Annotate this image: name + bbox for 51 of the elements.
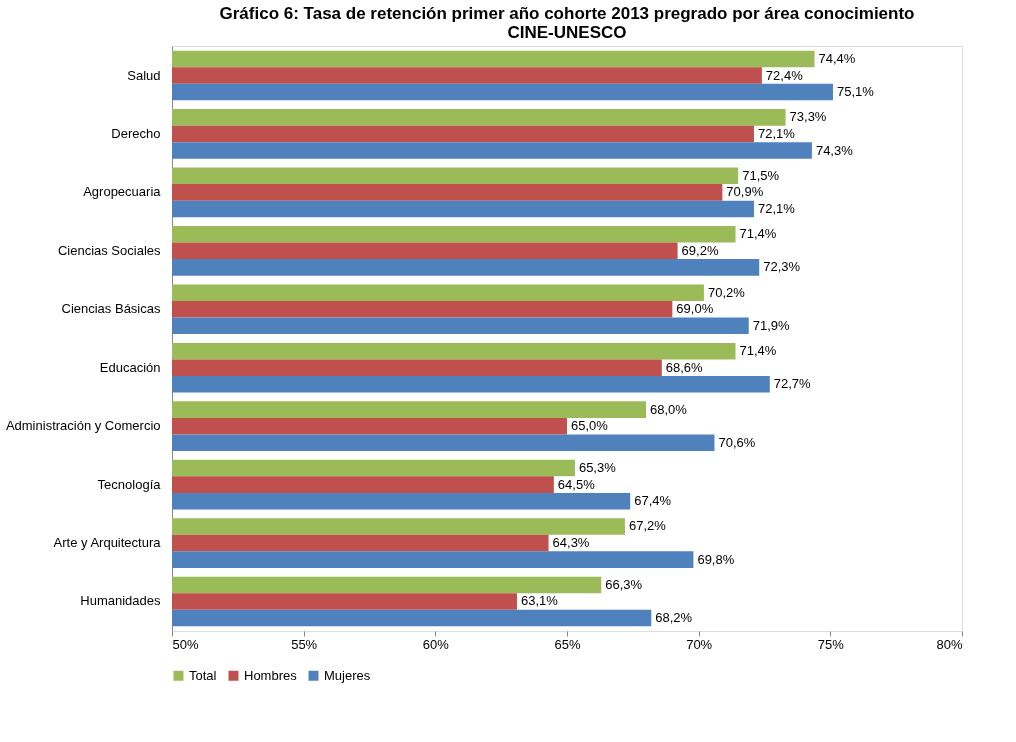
data-label: 68,6% (665, 359, 704, 375)
data-label: 72,3% (763, 259, 801, 275)
data-label: 72,4% (765, 67, 804, 83)
data-label: 65,0% (571, 418, 609, 434)
y-tick-label: Agropecuaria (83, 184, 162, 200)
data-label: 68,2% (655, 610, 693, 626)
data-label: 69,0% (676, 301, 714, 317)
y-tick-label: Tecnología (97, 476, 162, 492)
data-label: 70,9% (726, 184, 764, 200)
data-label: 72,1% (757, 200, 796, 216)
data-label: 67,4% (634, 493, 672, 509)
legend-label: Mujeres (324, 667, 371, 683)
y-tick-label: Derecho (111, 125, 161, 141)
chart-title: Gráfico 6: Tasa de retención primer año cohorte 2013 pregrado por área conocimiento CINE-UNESCO (219, 4, 915, 42)
data-label: 74,4% (818, 50, 856, 66)
data-label: 71,4% (739, 226, 777, 242)
x-tick-label: 75% (817, 636, 845, 652)
data-label: 72,7% (773, 376, 812, 392)
legend-label: Total (189, 667, 217, 683)
data-label: 66,3% (605, 576, 643, 592)
x-tick-label: 55% (291, 636, 318, 652)
y-tick-label: Educación (99, 359, 161, 375)
data-label: 72,1% (757, 125, 796, 141)
x-tick-label: 60% (422, 636, 450, 652)
data-label: 73,3% (789, 109, 827, 125)
legend-label: Hombres (244, 667, 298, 683)
y-tick-label: Administración y Comercio (5, 418, 161, 434)
y-tick-label: Ciencias Sociales (57, 242, 161, 258)
data-label: 70,6% (718, 434, 756, 450)
data-label: 71,9% (752, 317, 790, 333)
x-tick-label: 65% (554, 636, 581, 652)
y-tick-label: Ciencias Básicas (61, 301, 161, 317)
x-tick-label: 50% (172, 636, 199, 652)
data-label: 69,2% (681, 242, 719, 258)
data-label: 64,3% (552, 535, 590, 551)
data-label: 71,5% (742, 167, 780, 183)
y-tick-label: Humanidades (80, 593, 161, 609)
data-label: 71,4% (739, 343, 777, 359)
data-label: 68,0% (650, 401, 688, 417)
data-label: 64,5% (557, 476, 596, 492)
data-label: 63,1% (520, 593, 559, 609)
y-tick-label: Arte y Arquitectura (53, 535, 162, 551)
data-label: 74,3% (815, 142, 854, 158)
x-tick-label: 80% (936, 636, 963, 652)
data-label: 65,3% (578, 460, 617, 476)
data-label: 70,2% (707, 284, 746, 300)
y-tick-label: Salud (127, 67, 161, 83)
data-label: 75,1% (836, 84, 875, 100)
x-tick-label: 70% (686, 636, 713, 652)
data-label: 69,8% (697, 551, 735, 567)
data-label: 67,2% (628, 518, 667, 534)
